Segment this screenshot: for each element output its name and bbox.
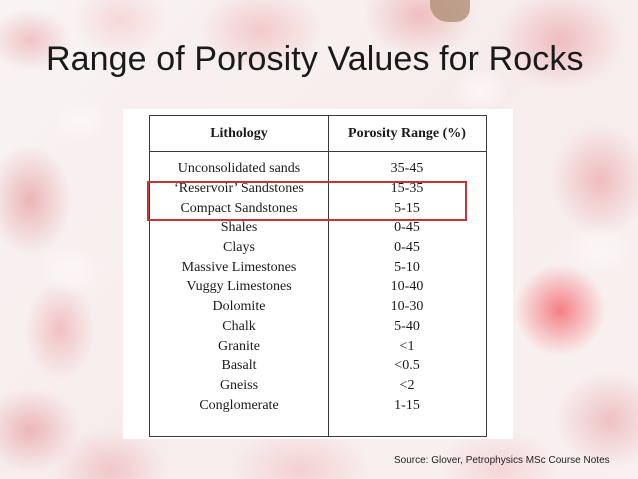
porosity-cell: <2 [399, 377, 415, 393]
table-row: Chalk 5-40 [150, 317, 486, 337]
porosity-cell: <0.5 [394, 358, 420, 374]
header-porosity-range: Porosity Range (%) [348, 126, 466, 141]
lithology-cell: Basalt [221, 358, 257, 374]
porosity-cell: 5-15 [394, 200, 420, 216]
lithology-cell: Chalk [222, 318, 256, 334]
table-row: ‘Reservoir’ Sandstones 15-35 [150, 179, 486, 199]
table-row: Unconsolidated sands 35-45 [150, 159, 486, 179]
porosity-cell: 0-45 [394, 240, 420, 256]
table-row: Clays 0-45 [150, 238, 486, 258]
table-row: Gneiss <2 [150, 376, 486, 396]
table-body: Unconsolidated sands 35-45 ‘Reservoir’ San… [150, 159, 486, 415]
lithology-cell: Dolomite [212, 299, 266, 315]
porosity-cell: 10-30 [390, 299, 424, 315]
porosity-cell: 5-40 [394, 318, 420, 334]
header-divider [150, 151, 486, 152]
lithology-cell: Shales [220, 220, 258, 236]
lithology-cell: Unconsolidated sands [177, 161, 301, 177]
porosity-cell: 35-45 [390, 161, 424, 177]
porosity-cell: 5-10 [394, 259, 420, 275]
porosity-table: Lithology Porosity Range (%) Unconsolida… [149, 115, 487, 437]
table-row: Conglomerate 1-15 [150, 395, 486, 415]
mineral-grain [430, 0, 470, 22]
lithology-cell: Compact Sandstones [180, 200, 298, 216]
lithology-cell: Granite [218, 338, 260, 354]
table-row: Granite <1 [150, 336, 486, 356]
porosity-cell: <1 [399, 338, 415, 354]
lithology-cell: Vuggy Limestones [186, 279, 292, 295]
table-row: Dolomite 10-30 [150, 297, 486, 317]
lithology-cell: Clays [223, 240, 255, 256]
table-row: Vuggy Limestones 10-40 [150, 277, 486, 297]
lithology-cell: Conglomerate [199, 397, 279, 413]
lithology-cell: ‘Reservoir’ Sandstones [174, 181, 304, 197]
column-divider [328, 116, 329, 436]
slide-title: Range of Porosity Values for Rocks [46, 40, 584, 78]
table-panel: Lithology Porosity Range (%) Unconsolida… [123, 109, 513, 439]
source-citation: Source: Glover, Petrophysics MSc Course … [394, 455, 610, 466]
porosity-cell: 1-15 [394, 397, 420, 413]
porosity-cell: 10-40 [390, 279, 424, 295]
porosity-cell: 0-45 [394, 220, 420, 236]
header-lithology: Lithology [210, 126, 268, 141]
lithology-cell: Gneiss [219, 377, 259, 393]
porosity-cell: 15-35 [390, 181, 424, 197]
table-row: Massive Limestones 5-10 [150, 257, 486, 277]
table-row: Shales 0-45 [150, 218, 486, 238]
table-row: Basalt <0.5 [150, 356, 486, 376]
table-row: Compact Sandstones 5-15 [150, 198, 486, 218]
lithology-cell: Massive Limestones [181, 259, 297, 275]
